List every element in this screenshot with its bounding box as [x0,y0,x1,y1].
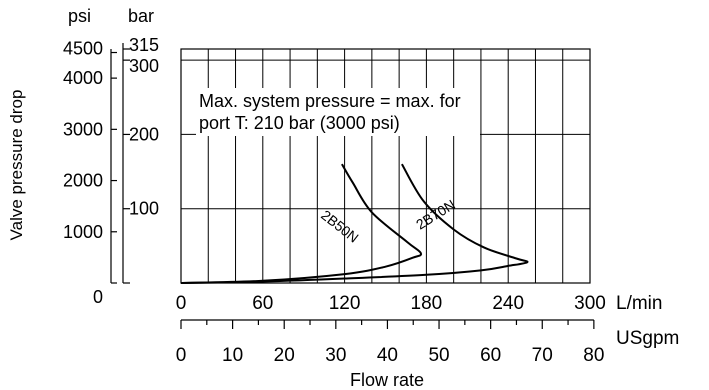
max-pressure-annotation: Max. system pressure = max. for port T: … [196,88,480,136]
plot-frame [180,48,591,284]
x-unit-usgpm-label: USgpm [616,328,679,349]
x-tick-label-usgpm: 30 [325,345,346,366]
x-tick-label-usgpm: 60 [480,345,501,366]
series-curve-2B50N [180,163,423,284]
x-tick-label-usgpm: 70 [532,345,553,366]
bar-unit-label: bar [128,6,154,26]
x-tick-label-lmin: 0 [176,293,187,314]
bar-tick-label: 100 [129,199,159,219]
x-tick-label-usgpm: 10 [222,345,243,366]
bar-tick-label: 200 [129,124,159,144]
x-tick-label-lmin: 60 [252,293,273,314]
x-tick-label-lmin: 240 [492,293,524,314]
x-tick-label-usgpm: 80 [583,345,604,366]
psi-tick-label: 3000 [63,119,103,139]
psi-tick-label: 0 [93,287,103,307]
x-tick-label-usgpm: 0 [176,345,187,366]
x-axis-title: Flow rate [350,370,424,390]
x-tick-label-usgpm: 40 [377,345,398,366]
psi-tick-label: 1000 [63,222,103,242]
x-tick-label-usgpm: 50 [428,345,449,366]
x-tick-label-lmin: 120 [329,293,361,314]
x-tick-label-usgpm: 20 [274,345,295,366]
psi-unit-label: psi [68,6,91,26]
y-axis-title: Valve pressure drop [7,90,26,241]
series-curve-2B70N [180,163,529,284]
bar-tick-label: 300 [129,56,159,76]
psi-tick-label: 4500 [63,39,103,59]
series-label-2B50N: 2B50N [318,207,362,246]
x-tick-label-lmin: 300 [574,293,606,314]
bar-tick-label: 315 [129,35,159,55]
x-unit-lmin-label: L/min [616,293,662,314]
x-tick-label-lmin: 180 [411,293,443,314]
psi-tick-label: 4000 [63,68,103,88]
psi-tick-label: 2000 [63,171,103,191]
